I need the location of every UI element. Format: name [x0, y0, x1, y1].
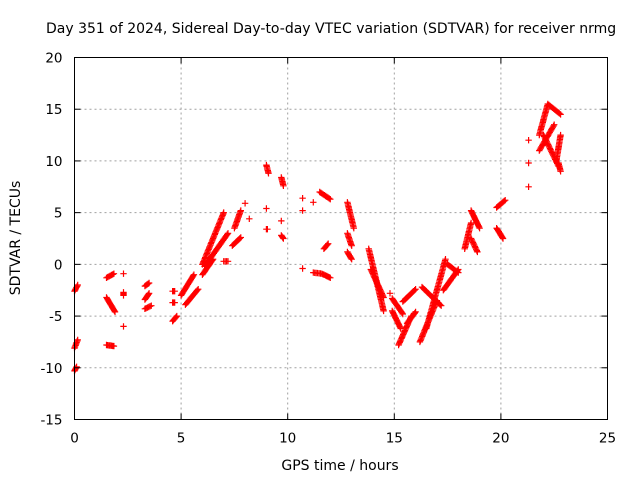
data-points [71, 100, 564, 375]
y-tick-label: -15 [40, 413, 62, 429]
y-tick-label: 5 [54, 206, 63, 222]
x-tick-label: 25 [599, 431, 616, 447]
y-tick-label: 15 [45, 102, 62, 118]
plot-frame [74, 57, 608, 420]
y-tick-label: -10 [40, 361, 62, 377]
x-tick-label: 20 [492, 431, 509, 447]
y-axis-label: SDTVAR / TECUs [8, 181, 24, 296]
y-tick-label: 0 [54, 257, 63, 273]
x-tick-labels: 0 5 10 15 20 25 [70, 431, 616, 447]
y-tick-label: 20 [45, 51, 62, 67]
axis-ticks [74, 57, 608, 420]
chart-title: Day 351 of 2024, Sidereal Day-to-day VTE… [46, 21, 616, 37]
data-point-markers [71, 100, 564, 375]
x-axis-label: GPS time / hours [281, 458, 398, 474]
y-tick-label: -5 [49, 309, 62, 325]
x-tick-label: 10 [279, 431, 296, 447]
x-tick-label: 5 [177, 431, 186, 447]
y-tick-label: 10 [45, 154, 62, 170]
x-tick-label: 15 [386, 431, 403, 447]
grid [74, 57, 608, 420]
y-tick-labels: -15 -10 -5 0 5 10 15 20 [40, 51, 62, 429]
x-tick-label: 0 [70, 431, 79, 447]
